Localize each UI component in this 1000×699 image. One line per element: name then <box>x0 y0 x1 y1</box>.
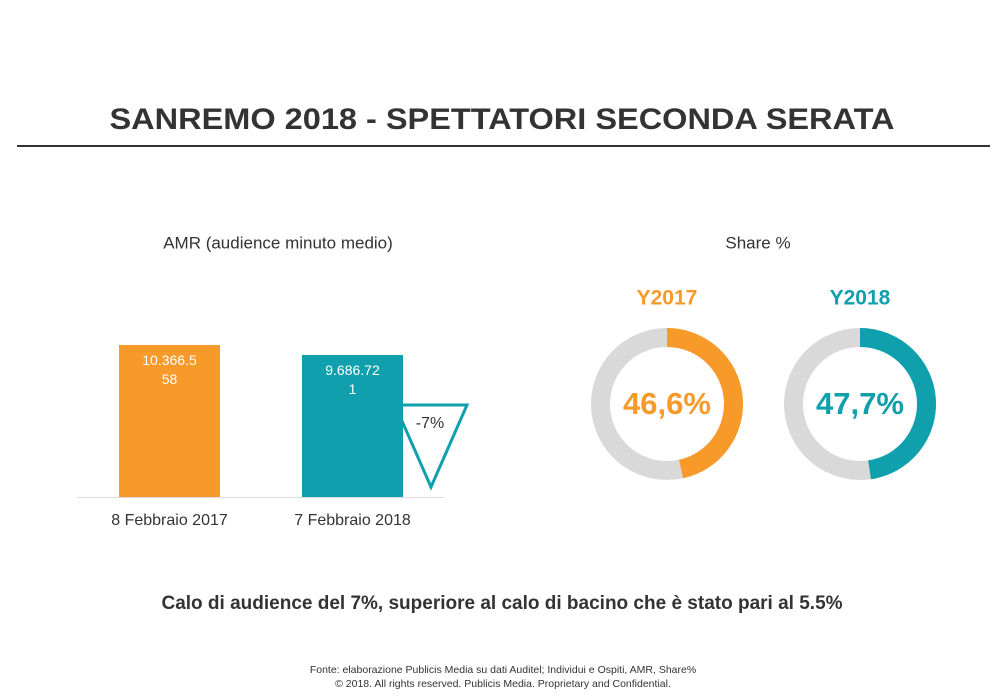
donut-value-label: 46,6% <box>623 386 711 421</box>
decline-triangle <box>392 403 470 491</box>
source-line: Fonte: elaborazione Publicis Media su da… <box>310 664 696 676</box>
donut-title: Y2018 <box>830 287 891 310</box>
share-heading: Share % <box>725 233 790 252</box>
donut-title: Y2017 <box>637 287 698 310</box>
bar <box>302 354 403 497</box>
donut-value-label: 47,7% <box>816 386 904 421</box>
bar <box>119 345 220 497</box>
note: Calo di audience del 7%, superiore al ca… <box>161 593 842 614</box>
source-line: © 2018. All rights reserved. Publicis Me… <box>335 678 671 690</box>
slide-title: SANREMO 2018 - SPETTATORI SECONDA SERATA <box>110 103 895 136</box>
donut-segment <box>666 328 743 479</box>
x-tick-label: 8 Febbraio 2017 <box>111 512 228 529</box>
annotation: -7% <box>416 415 444 432</box>
bar-value-label: 9.686.72 1 <box>325 362 380 397</box>
bar-chart-title: AMR (audience minuto medio) <box>163 233 393 252</box>
bar-value-label: 10.366.5 58 <box>142 352 197 387</box>
donut-segment <box>859 328 936 480</box>
x-tick-label: 7 Febbraio 2018 <box>294 512 411 529</box>
